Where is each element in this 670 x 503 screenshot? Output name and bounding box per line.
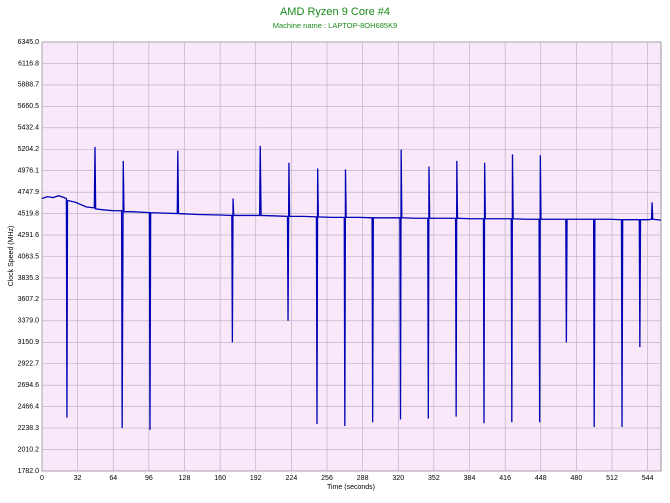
x-tick-label: 480 — [571, 475, 583, 482]
grid — [41, 41, 661, 472]
marks — [41, 145, 662, 430]
y-tick-label: 5204.2 — [18, 146, 40, 153]
x-tick-label: 512 — [606, 475, 618, 482]
y-tick-label: 2922.7 — [18, 361, 40, 368]
x-tick-label: 256 — [321, 475, 333, 482]
y-tick-label: 5660.5 — [18, 103, 40, 110]
x-tick-label: 320 — [392, 475, 404, 482]
x-tick-label: 32 — [74, 475, 82, 482]
y-tick-label: 4291.6 — [18, 232, 40, 239]
x-tick-label: 224 — [286, 475, 298, 482]
y-tick-label: 2010.2 — [18, 446, 40, 453]
x-tick-label: 288 — [357, 475, 369, 482]
y-tick-label: 6345.0 — [18, 39, 40, 46]
x-tick-label: 352 — [428, 475, 440, 482]
data-line — [41, 145, 662, 430]
y-tick-label: 4519.8 — [18, 210, 40, 217]
y-tick-label: 4976.1 — [18, 168, 40, 175]
x-tick-label: 448 — [535, 475, 547, 482]
x-tick-label: 128 — [179, 475, 191, 482]
y-tick-label: 1782.0 — [18, 468, 40, 475]
y-tick-label: 6116.8 — [18, 60, 39, 67]
x-tick-label: 416 — [499, 475, 511, 482]
y-tick-label: 2694.6 — [18, 382, 40, 389]
y-tick-label: 2466.4 — [18, 403, 40, 410]
y-axis-label: Clock Speed (MHz) — [8, 226, 15, 287]
x-tick-label: 0 — [40, 475, 44, 482]
y-tick-label: 5888.7 — [18, 82, 40, 89]
x-tick-label: 544 — [642, 475, 654, 482]
x-tick-label: 96 — [145, 475, 153, 482]
y-tick-label: 3150.9 — [18, 339, 40, 346]
x-tick-label: 384 — [464, 475, 476, 482]
y-tick-label: 3835.3 — [18, 275, 40, 282]
chart-subtitle: Machine name : LAPTOP-8OH685K9 — [273, 21, 398, 30]
y-tick-label: 5432.4 — [18, 125, 40, 132]
y-tick-label: 2238.3 — [18, 425, 40, 432]
x-tick-label: 192 — [250, 475, 262, 482]
x-tick-label: 160 — [214, 475, 226, 482]
x-axis-label: Time (seconds) — [327, 484, 375, 491]
y-tick-label: 4063.5 — [18, 253, 40, 260]
chart-title: AMD Ryzen 9 Core #4 — [280, 6, 390, 18]
y-tick-label: 3379.0 — [18, 318, 40, 325]
y-tick-label: 4747.9 — [18, 189, 40, 196]
x-tick-label: 64 — [109, 475, 117, 482]
y-tick-label: 3607.2 — [18, 296, 40, 303]
